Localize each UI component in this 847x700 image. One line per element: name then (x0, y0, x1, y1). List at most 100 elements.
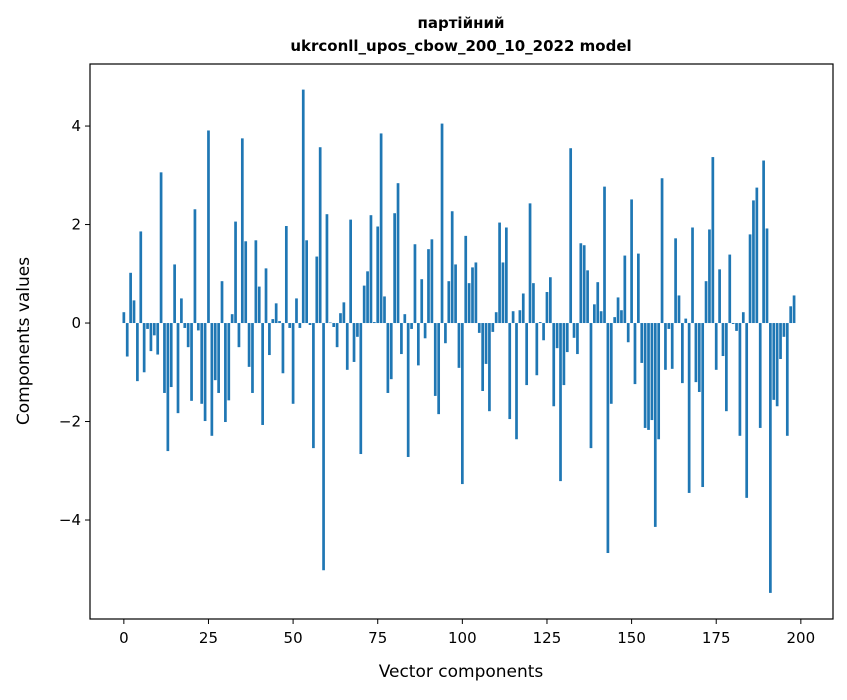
bar-component-167 (688, 323, 691, 493)
bar-component-194 (779, 323, 782, 359)
bar-component-135 (579, 243, 582, 323)
bar-component-173 (708, 229, 711, 323)
x-axis-label: Vector components (379, 662, 544, 682)
bar-component-164 (678, 295, 681, 323)
bar-component-48 (285, 226, 288, 323)
bar-component-171 (701, 323, 704, 487)
bar-component-35 (241, 138, 244, 323)
bar-component-169 (695, 323, 698, 382)
bar-component-104 (475, 262, 478, 323)
bar-component-192 (772, 323, 775, 400)
bar-component-72 (366, 271, 369, 323)
bar-component-65 (343, 302, 346, 323)
bar-component-129 (559, 323, 562, 481)
bar-component-157 (654, 323, 657, 527)
bar-component-114 (508, 323, 511, 419)
x-tick-label: 150 (617, 629, 646, 647)
bar-component-93 (437, 323, 440, 414)
bar-component-27 (214, 323, 217, 380)
bar-component-52 (299, 323, 302, 328)
bar-component-0 (122, 312, 125, 323)
bar-component-172 (705, 281, 708, 323)
bar-component-43 (268, 323, 271, 355)
bar-component-138 (590, 323, 593, 448)
bar-component-197 (789, 306, 792, 323)
bar-component-105 (478, 323, 481, 333)
bar-component-110 (495, 312, 498, 323)
bar-component-168 (691, 227, 694, 323)
bar-component-44 (271, 319, 274, 323)
bar-component-21 (194, 209, 197, 323)
bar-component-107 (485, 323, 488, 364)
bar-component-92 (434, 323, 437, 396)
bar-component-131 (566, 323, 569, 352)
bar-component-81 (397, 183, 400, 323)
bar-component-91 (431, 239, 434, 323)
bar-component-156 (651, 323, 654, 420)
bar-component-195 (783, 323, 786, 337)
bar-component-2 (129, 273, 132, 323)
bar-component-137 (586, 270, 589, 323)
bar-component-122 (535, 323, 538, 375)
bar-component-98 (454, 264, 457, 323)
bar-component-121 (532, 283, 535, 323)
bar-component-151 (634, 323, 637, 384)
bar-component-155 (647, 323, 650, 430)
bar-component-70 (359, 323, 362, 454)
bar-component-40 (258, 287, 261, 323)
bar-component-71 (363, 286, 366, 323)
bar-component-34 (238, 323, 241, 347)
bar-component-119 (525, 323, 528, 385)
bar-component-41 (261, 323, 264, 425)
bar-component-189 (762, 161, 765, 324)
bar-component-83 (403, 314, 406, 323)
bar-component-75 (376, 227, 379, 324)
bar-component-46 (278, 321, 281, 323)
bar-component-88 (420, 279, 423, 323)
chart-title-line2: ukrconll_upos_cbow_200_10_2022 model (290, 37, 631, 55)
bar-component-184 (745, 323, 748, 498)
bar-component-120 (529, 203, 532, 323)
y-tick-label: 4 (71, 117, 81, 135)
bar-component-141 (600, 311, 603, 323)
bar-component-5 (139, 231, 142, 323)
bar-component-185 (749, 234, 752, 323)
bar-component-20 (190, 323, 193, 401)
bar-component-162 (671, 323, 674, 369)
bar-component-154 (644, 323, 647, 428)
bars-group (122, 90, 795, 593)
bar-component-28 (217, 323, 220, 393)
bar-component-36 (244, 241, 247, 323)
x-tick-label: 200 (787, 629, 816, 647)
bar-component-153 (640, 323, 643, 363)
bar-component-85 (410, 323, 413, 329)
bar-component-178 (725, 323, 728, 411)
bar-component-80 (393, 213, 396, 323)
bar-component-38 (251, 323, 254, 393)
bar-component-174 (711, 157, 714, 323)
y-tick-label: −4 (59, 511, 81, 529)
bar-component-84 (407, 323, 410, 457)
chart-title-line1: партійний (418, 14, 505, 32)
bar-component-56 (312, 323, 315, 448)
bar-component-136 (583, 245, 586, 323)
bar-component-19 (187, 323, 190, 347)
bar-component-24 (204, 323, 207, 421)
bar-component-15 (173, 264, 176, 323)
bar-component-42 (265, 268, 268, 323)
bar-component-39 (255, 240, 258, 323)
bar-component-1 (126, 323, 129, 356)
bar-component-123 (539, 322, 542, 323)
bar-component-89 (424, 323, 427, 338)
bar-component-58 (319, 147, 322, 323)
x-tick-label: 175 (702, 629, 731, 647)
bar-component-196 (786, 323, 789, 436)
bar-component-6 (143, 323, 146, 372)
bar-component-133 (573, 323, 576, 338)
bar-component-112 (502, 262, 505, 323)
bar-component-29 (221, 281, 224, 323)
bar-component-23 (200, 323, 203, 404)
bar-component-177 (722, 323, 725, 356)
bar-component-97 (451, 211, 454, 323)
bar-component-146 (617, 297, 620, 323)
